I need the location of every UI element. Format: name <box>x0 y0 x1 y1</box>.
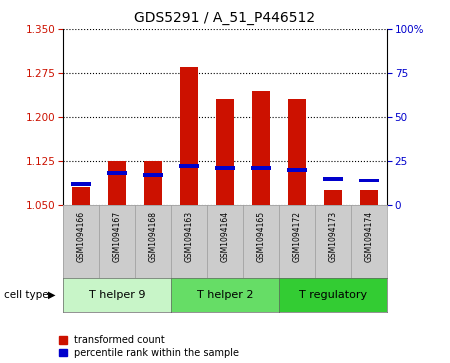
Text: T regulatory: T regulatory <box>299 290 367 300</box>
Bar <box>216 99 234 205</box>
Bar <box>323 177 343 181</box>
Bar <box>359 179 379 182</box>
Text: GSM1094172: GSM1094172 <box>292 211 302 262</box>
Bar <box>215 166 235 170</box>
Text: cell type: cell type <box>4 290 49 300</box>
Text: GSM1094174: GSM1094174 <box>364 211 373 262</box>
Text: GSM1094173: GSM1094173 <box>328 211 338 262</box>
Bar <box>179 164 199 168</box>
Text: GSM1094164: GSM1094164 <box>220 211 230 262</box>
Text: GSM1094165: GSM1094165 <box>256 211 266 262</box>
Bar <box>108 161 126 205</box>
Bar <box>360 191 378 205</box>
Bar <box>287 168 307 172</box>
Bar <box>288 99 306 205</box>
Text: ▶: ▶ <box>48 290 55 300</box>
Bar <box>107 171 127 175</box>
Text: T helper 2: T helper 2 <box>197 290 253 300</box>
Bar <box>251 166 271 170</box>
Text: GSM1094168: GSM1094168 <box>148 211 157 262</box>
Bar <box>324 191 342 205</box>
Bar <box>180 67 198 205</box>
Bar <box>71 182 91 186</box>
Title: GDS5291 / A_51_P446512: GDS5291 / A_51_P446512 <box>135 11 315 25</box>
Bar <box>144 161 162 205</box>
Text: GSM1094163: GSM1094163 <box>184 211 194 262</box>
Bar <box>143 173 163 177</box>
Text: GSM1094167: GSM1094167 <box>112 211 122 262</box>
Bar <box>72 188 90 205</box>
Bar <box>252 91 270 205</box>
Text: GSM1094166: GSM1094166 <box>76 211 86 262</box>
Text: T helper 9: T helper 9 <box>89 290 145 300</box>
Legend: transformed count, percentile rank within the sample: transformed count, percentile rank withi… <box>59 335 239 358</box>
